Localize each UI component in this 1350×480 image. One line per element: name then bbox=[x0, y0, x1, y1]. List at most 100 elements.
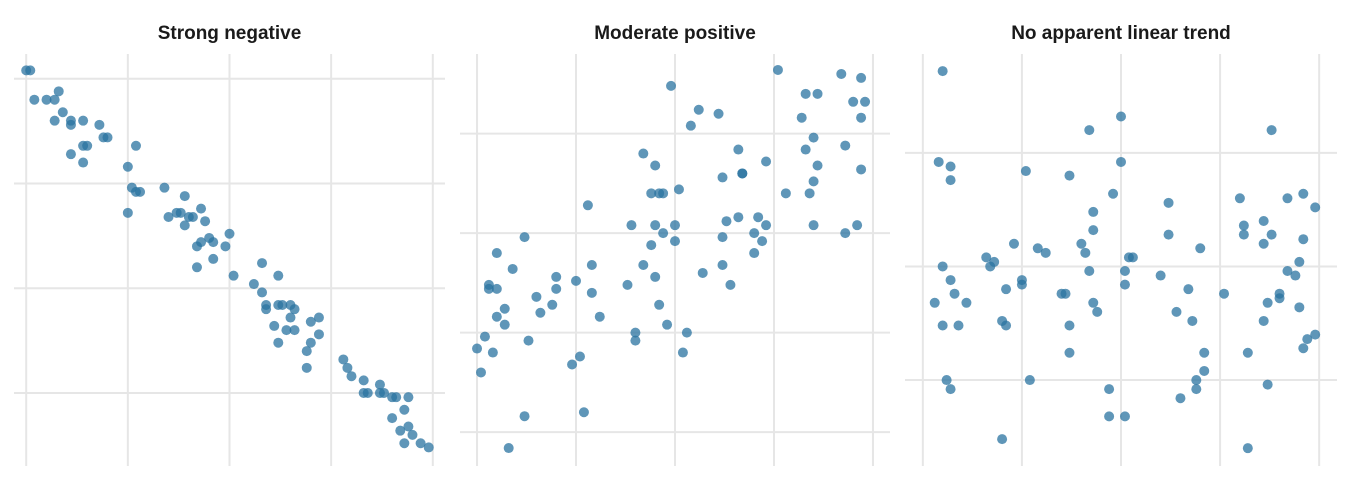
point bbox=[654, 299, 665, 310]
point bbox=[1258, 315, 1269, 326]
point bbox=[519, 232, 530, 243]
point bbox=[29, 94, 40, 105]
point bbox=[945, 161, 956, 172]
point bbox=[586, 259, 597, 270]
point bbox=[187, 212, 198, 223]
point bbox=[1040, 247, 1051, 258]
point bbox=[1274, 293, 1285, 304]
point bbox=[761, 156, 772, 167]
point bbox=[1298, 188, 1309, 199]
point bbox=[848, 96, 859, 107]
point bbox=[289, 325, 300, 336]
point bbox=[65, 149, 76, 160]
point bbox=[391, 392, 402, 403]
point bbox=[1064, 320, 1075, 331]
point bbox=[1084, 125, 1095, 136]
point bbox=[1020, 166, 1031, 177]
point bbox=[812, 88, 823, 99]
point bbox=[1060, 288, 1071, 299]
point bbox=[547, 299, 558, 310]
point bbox=[1001, 284, 1012, 295]
point bbox=[122, 207, 133, 218]
point bbox=[403, 392, 414, 403]
point bbox=[1238, 220, 1249, 231]
point bbox=[626, 220, 637, 231]
point bbox=[362, 387, 373, 398]
point bbox=[733, 144, 744, 155]
point bbox=[122, 161, 133, 172]
point bbox=[379, 387, 390, 398]
point bbox=[658, 228, 669, 239]
point bbox=[646, 188, 657, 199]
point bbox=[491, 283, 502, 294]
point bbox=[301, 346, 312, 357]
point bbox=[257, 258, 268, 269]
point bbox=[301, 362, 312, 373]
point bbox=[499, 303, 510, 314]
point bbox=[808, 132, 819, 143]
point bbox=[1298, 234, 1309, 245]
point bbox=[1242, 443, 1253, 454]
point bbox=[305, 316, 316, 327]
point bbox=[780, 188, 791, 199]
point bbox=[860, 96, 871, 107]
point bbox=[135, 186, 146, 197]
point bbox=[685, 120, 696, 131]
point bbox=[220, 241, 231, 252]
point bbox=[535, 307, 546, 318]
point bbox=[953, 320, 964, 331]
point bbox=[25, 65, 36, 76]
point bbox=[472, 343, 483, 354]
point bbox=[1092, 306, 1103, 317]
point bbox=[650, 220, 661, 231]
point bbox=[491, 311, 502, 322]
point bbox=[1242, 347, 1253, 358]
point bbox=[1266, 125, 1277, 136]
point bbox=[1171, 306, 1182, 317]
point bbox=[507, 263, 518, 274]
point bbox=[1199, 347, 1210, 358]
point bbox=[753, 212, 764, 223]
point bbox=[346, 371, 357, 382]
point bbox=[717, 259, 728, 270]
point bbox=[1183, 284, 1194, 295]
point bbox=[196, 203, 207, 214]
point bbox=[387, 413, 398, 424]
point bbox=[749, 248, 760, 259]
chart-title: No apparent linear trend bbox=[1011, 23, 1231, 44]
point bbox=[961, 297, 972, 308]
point bbox=[1064, 347, 1075, 358]
point bbox=[78, 157, 89, 168]
point bbox=[1187, 315, 1198, 326]
point bbox=[261, 304, 272, 315]
point bbox=[313, 312, 324, 323]
point bbox=[313, 329, 324, 340]
point bbox=[41, 94, 52, 105]
point bbox=[523, 335, 534, 346]
point bbox=[1266, 229, 1277, 240]
point bbox=[423, 442, 434, 453]
point bbox=[1258, 216, 1269, 227]
point bbox=[228, 270, 239, 281]
point bbox=[800, 88, 811, 99]
point bbox=[717, 172, 728, 183]
point bbox=[395, 425, 406, 436]
point bbox=[812, 160, 823, 171]
point bbox=[277, 299, 288, 310]
point bbox=[1262, 297, 1273, 308]
point bbox=[1127, 252, 1138, 263]
point bbox=[399, 438, 410, 449]
point bbox=[1076, 238, 1087, 249]
point bbox=[1310, 202, 1321, 213]
point bbox=[1298, 343, 1309, 354]
point bbox=[693, 104, 704, 115]
point bbox=[499, 319, 510, 330]
point bbox=[1119, 279, 1130, 290]
point bbox=[808, 220, 819, 231]
point bbox=[856, 72, 867, 83]
point bbox=[1282, 265, 1293, 276]
point bbox=[677, 347, 688, 358]
point bbox=[257, 287, 268, 298]
point bbox=[856, 112, 867, 123]
